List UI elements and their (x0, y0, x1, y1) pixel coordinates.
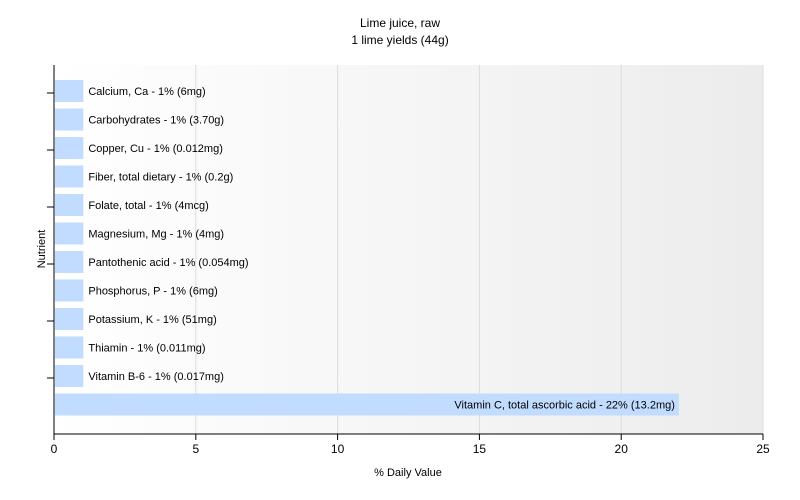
gridlines (195, 65, 764, 434)
y-axis-title: Nutrient (36, 230, 48, 269)
bar-data-label: Carbohydrates - 1% (3.70g) (88, 115, 224, 127)
bar-data-label: Magnesium, Mg - 1% (4mg) (88, 229, 224, 241)
bar-data-label: Thiamin - 1% (0.011mg) (88, 343, 205, 355)
x-tick-label: 0 (51, 442, 58, 456)
labels: 0 5 10 15 20 25 Calcium, Ca - 1% (6mg) Carbohyd… (51, 86, 770, 456)
bar-data-label: Potassium, K - 1% (51mg) (88, 314, 216, 326)
bar (55, 308, 84, 330)
bar (55, 393, 679, 416)
plot-background (54, 65, 763, 434)
bar-data-label: Calcium, Ca - 1% (6mg) (88, 86, 205, 98)
bar-data-label: Fiber, total dietary - 1% (0.2g) (88, 172, 233, 184)
bar (55, 194, 84, 216)
bar (55, 108, 84, 131)
axes (47, 65, 764, 440)
bar (55, 165, 84, 188)
bar-data-label: Vitamin B-6 - 1% (0.017mg) (88, 371, 224, 383)
bars (55, 80, 679, 416)
bar (55, 80, 84, 102)
x-tick-label: 15 (473, 442, 487, 456)
x-tick-label: 5 (192, 442, 199, 456)
bar-data-label: Phosphorus, P - 1% (6mg) (88, 286, 217, 298)
bar (55, 251, 84, 273)
x-tick-label: 10 (331, 442, 345, 456)
bar-data-label: Vitamin C, total ascorbic acid - 22% (13… (454, 400, 675, 412)
x-tick-label: 25 (756, 442, 770, 456)
bar-data-label: Copper, Cu - 1% (0.012mg) (88, 143, 223, 155)
bar-data-label: Folate, total - 1% (4mcg) (88, 200, 208, 212)
bar (55, 279, 84, 302)
bar (55, 365, 84, 387)
bar (55, 222, 84, 245)
bar (55, 336, 84, 359)
x-tick-label: 20 (615, 442, 629, 456)
chart-subtitle: 1 lime yields (44g) (351, 33, 448, 47)
bar (55, 137, 84, 159)
chart-title: Lime juice, raw (360, 16, 440, 30)
bar-data-label: Pantothenic acid - 1% (0.054mg) (88, 257, 248, 269)
x-axis-title: % Daily Value (374, 467, 442, 479)
